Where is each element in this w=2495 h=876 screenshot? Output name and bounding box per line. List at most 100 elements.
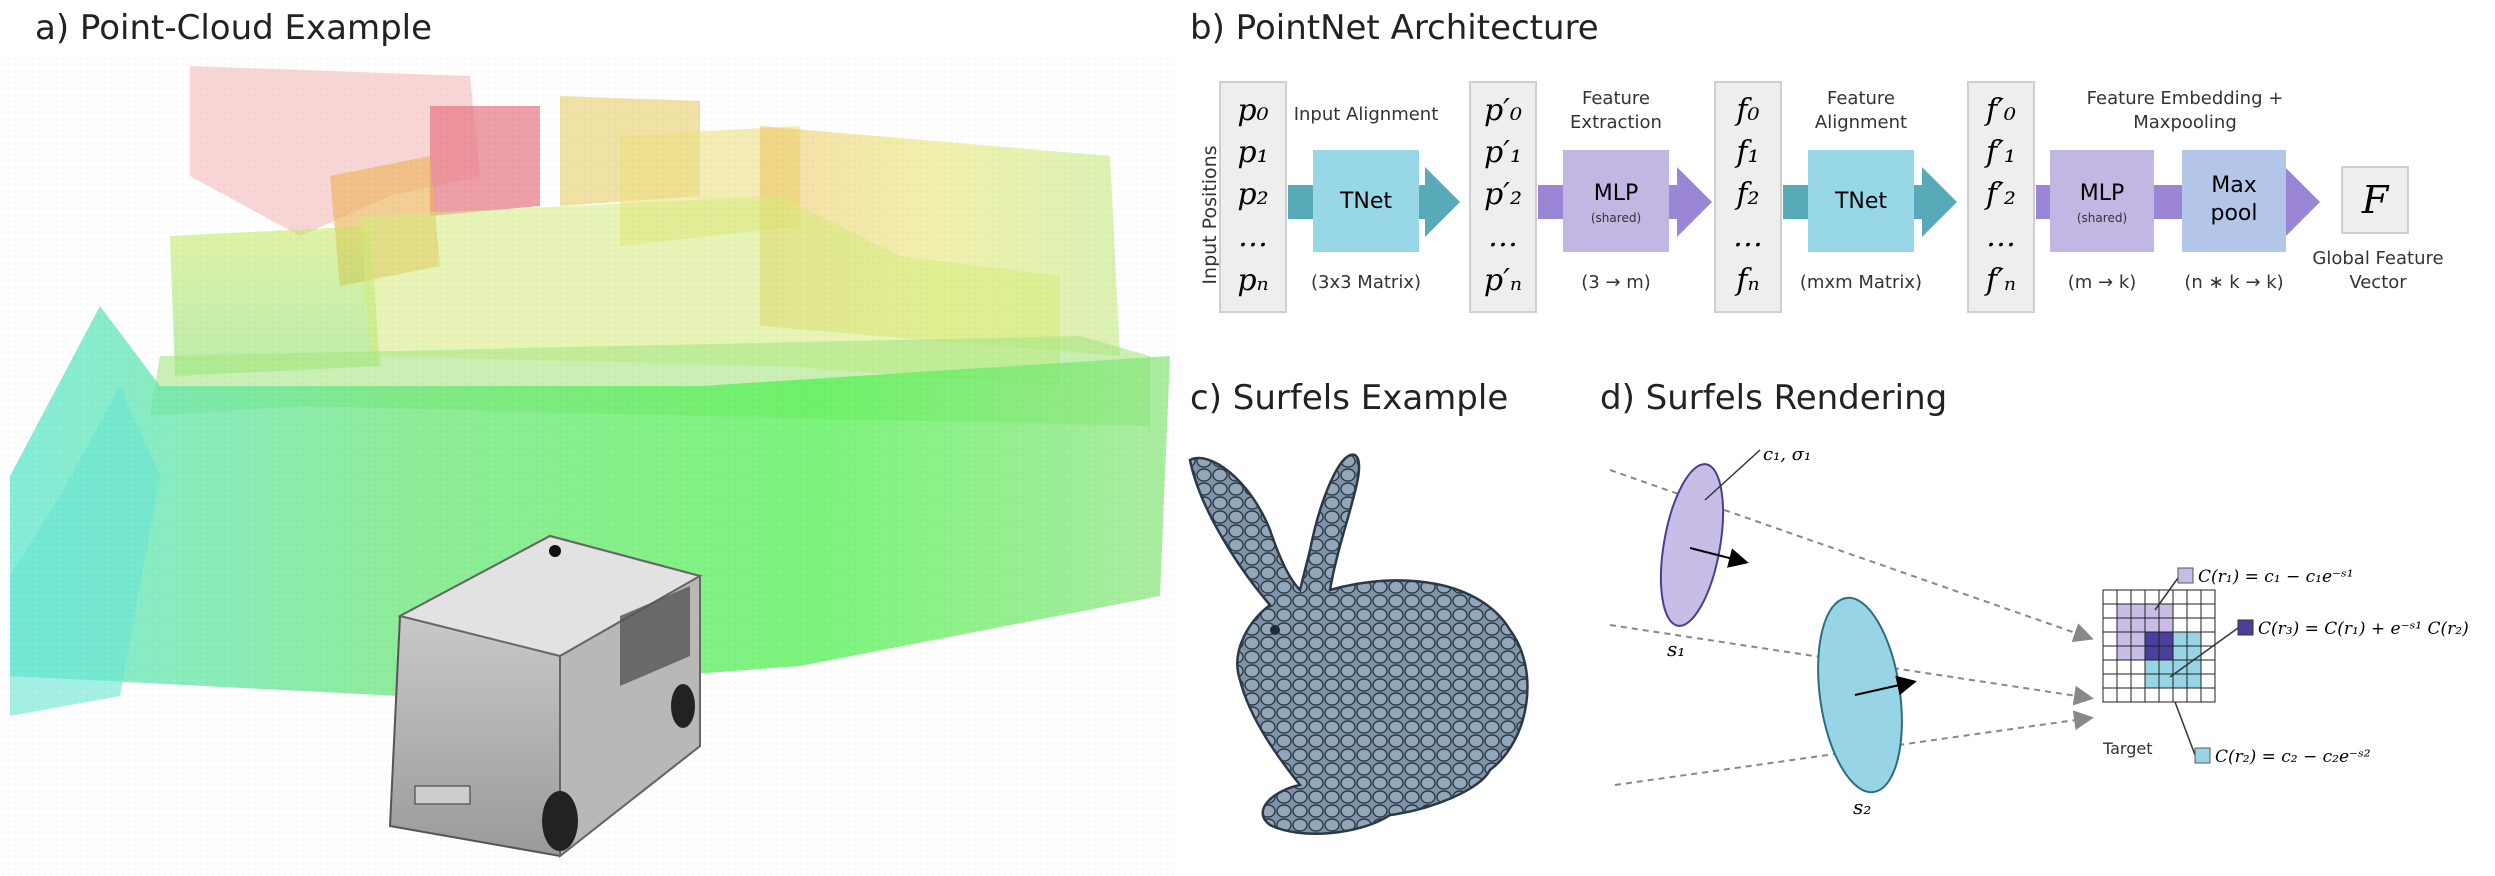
point-cloud-illustration (0, 56, 1175, 876)
target-pixel (2116, 687, 2132, 703)
tnet-feature-alignment: TNet Feature Alignment (mxm Matrix) (1783, 88, 1957, 293)
pp-0: p′₀ (1484, 93, 1522, 128)
target-pixel (2172, 589, 2188, 605)
target-pixel (2144, 673, 2160, 689)
bunny (1188, 453, 1529, 835)
pointnet-diagram: Input Positions p₀ p₁ p₂ … pₙ TNet Input… (1199, 81, 2444, 313)
f-2: f₂ (1734, 177, 1759, 212)
surfels-bunny-illustration (1188, 453, 1529, 835)
target-pixel (2144, 631, 2160, 647)
equation-r2: C(r₂) = c₂ − c₂e⁻ˢ² (2174, 701, 2371, 767)
target-pixel (2102, 659, 2118, 675)
panel-b-title: b) PointNet Architecture (1190, 8, 1599, 48)
tnet2-top-line1: Feature (1827, 88, 1895, 109)
target-pixel (2186, 673, 2202, 689)
target-pixel (2200, 659, 2216, 675)
tnet2-top-line2: Alignment (1815, 112, 1907, 133)
mlp2-top-line1: Feature Embedding + (2087, 88, 2284, 109)
mlp2-label: MLP (2080, 181, 2125, 206)
equation-r3: C(r₃) = C(r₁) + e⁻ˢ¹ C(r₂) (2169, 619, 2469, 678)
target-pixel (2158, 603, 2174, 619)
equation-r1: C(r₁) = c₁ − c₁e⁻ˢ¹ (2154, 567, 2354, 611)
s1-params-label: c₁, σ₁ (1763, 444, 1811, 465)
target-pixel (2158, 659, 2174, 675)
global-feature-symbol: F (2361, 178, 2390, 222)
target-pixel (2116, 617, 2132, 633)
van (388, 534, 703, 859)
surfel-s2: s₂ (1817, 596, 1917, 819)
target-pixel (2102, 603, 2118, 619)
target-pixel (2200, 673, 2216, 689)
target-pixel (2116, 645, 2132, 661)
tnet2-label: TNet (1834, 189, 1887, 214)
target-pixel (2200, 631, 2216, 647)
target-pixel (2144, 645, 2160, 661)
target-pixel (2116, 589, 2132, 605)
f-1: f₁ (1734, 135, 1759, 170)
equation-r2-text: C(r₂) = c₂ − c₂e⁻ˢ² (2215, 747, 2371, 767)
target-pixel (2144, 589, 2160, 605)
tnet-input-alignment: TNet Input Alignment (3x3 Matrix) (1288, 104, 1460, 293)
surfel-s1: c₁, σ₁ s₁ (1659, 444, 1811, 661)
target-pixel (2130, 603, 2146, 619)
target-pixel (2102, 687, 2118, 703)
input-positions-label: Input Positions (1199, 145, 1221, 284)
target-pixel (2102, 673, 2118, 689)
mlp-feature-extraction: MLP (shared) Feature Extraction (3 → m) (1538, 88, 1712, 293)
target-label: Target (2102, 739, 2153, 758)
maxpool-bottom-caption: (n ∗ k → k) (2184, 272, 2283, 293)
mlp1-top-line1: Feature (1582, 88, 1650, 109)
column-p: p₀ p₁ p₂ … pₙ (1219, 81, 1287, 313)
pp-dots: … (1488, 219, 1518, 254)
panel-c-title: c) Surfels Example (1190, 378, 1509, 418)
mlp1-label: MLP (1594, 181, 1639, 206)
p-dots: … (1238, 219, 1268, 254)
target-pixel (2102, 631, 2118, 647)
column-f: f₀ f₁ f₂ … fₙ (1714, 81, 1782, 313)
target-pixel (2102, 645, 2118, 661)
mlp1-bottom-caption: (3 → m) (1581, 272, 1651, 293)
tnet1-bottom-caption: (3x3 Matrix) (1311, 272, 1421, 293)
target-pixel (2158, 645, 2174, 661)
global-feature-caption-line1: Global Feature (2312, 248, 2443, 269)
fp-dots: … (1986, 219, 2016, 254)
target-pixel (2186, 645, 2202, 661)
s2-label: s₂ (1853, 795, 1871, 819)
target-pixel (2130, 687, 2146, 703)
fp-n: f′ₙ (1984, 263, 2016, 298)
target-pixel (2144, 617, 2160, 633)
target-pixel (2186, 617, 2202, 633)
fp-2: f′₂ (1984, 177, 2016, 212)
tnet2-bottom-caption: (mxm Matrix) (1800, 272, 1922, 293)
tnet1-label: TNet (1339, 189, 1392, 214)
target-pixel (2200, 617, 2216, 633)
surfels-rendering-diagram: c₁, σ₁ s₁ s₂ Target C(r₁) = c₁ − c₁e⁻ˢ¹ … (1609, 444, 2469, 819)
target-pixel (2172, 687, 2188, 703)
panel-a-title: a) Point-Cloud Example (35, 8, 433, 48)
p-1: p₁ (1237, 135, 1268, 170)
target-pixel (2186, 589, 2202, 605)
equation-r1-text: C(r₁) = c₁ − c₁e⁻ˢ¹ (2198, 567, 2354, 587)
panel-d-title: d) Surfels Rendering (1600, 378, 1948, 418)
global-feature-caption-line2: Vector (2349, 272, 2407, 293)
point-cloud-scene (0, 56, 1175, 876)
target-pixel (2130, 617, 2146, 633)
target-pixel (2116, 659, 2132, 675)
target-pixel (2102, 589, 2118, 605)
f-dots: … (1733, 219, 1763, 254)
pp-n: p′ₙ (1484, 263, 1522, 298)
target-pixel (2116, 631, 2132, 647)
f-0: f₀ (1734, 93, 1759, 128)
target-pixel (2186, 603, 2202, 619)
target-pixel (2144, 659, 2160, 675)
p-0: p₀ (1237, 93, 1268, 128)
mlp2-bottom-caption: (m → k) (2068, 272, 2137, 293)
p-n: pₙ (1237, 263, 1268, 298)
pp-1: p′₁ (1484, 135, 1522, 170)
target-pixel (2116, 673, 2132, 689)
maxpool-label-line1: Max (2211, 173, 2256, 198)
s1-label: s₁ (1667, 637, 1685, 661)
global-feature-output: F Global Feature Vector (2312, 166, 2444, 293)
mlp2-sub: (shared) (2077, 211, 2127, 225)
target-pixel (2186, 659, 2202, 675)
